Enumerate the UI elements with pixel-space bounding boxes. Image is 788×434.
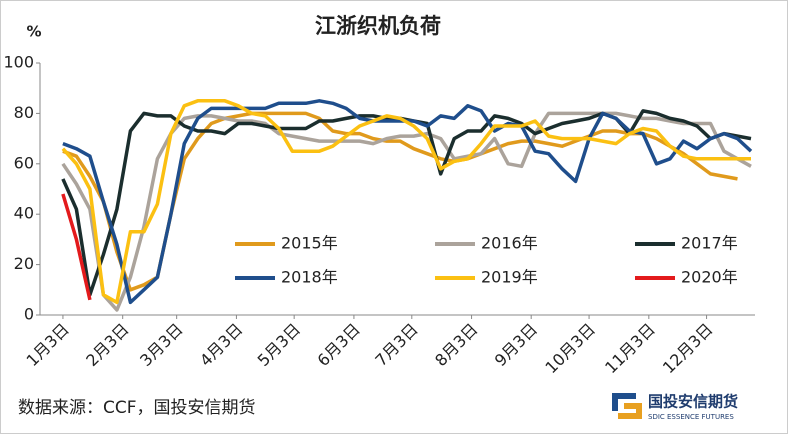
legend-label: 2015年 bbox=[281, 234, 338, 253]
y-axis-label: % bbox=[26, 23, 41, 41]
series-line bbox=[61, 111, 752, 312]
source-note: 数据来源：CCF，国投安信期货 bbox=[18, 398, 256, 418]
series-line bbox=[61, 193, 92, 301]
legend-label: 2019年 bbox=[481, 268, 538, 287]
logo: 国投安信期货 SDIC ESSENCE FUTURES bbox=[612, 393, 738, 421]
logo-name: 国投安信期货 bbox=[648, 393, 738, 411]
legend-label: 2017年 bbox=[681, 234, 738, 253]
legend-label: 2018年 bbox=[281, 268, 338, 287]
legend-label: 2016年 bbox=[481, 234, 538, 253]
legend-label: 2020年 bbox=[681, 268, 738, 287]
series-line bbox=[61, 99, 751, 305]
logo-mark bbox=[618, 403, 642, 419]
y-tick-label: 100 bbox=[3, 53, 34, 72]
y-tick-label: 40 bbox=[14, 204, 34, 223]
y-tick-label: 80 bbox=[14, 103, 34, 122]
y-tick-label: 0 bbox=[24, 305, 34, 324]
logo-mark bbox=[612, 393, 636, 411]
y-tick-label: 60 bbox=[14, 153, 34, 172]
y-tick-label: 20 bbox=[14, 254, 34, 273]
logo-subtitle: SDIC ESSENCE FUTURES bbox=[648, 413, 734, 421]
chart-title: 江浙织机负荷 bbox=[315, 14, 441, 38]
